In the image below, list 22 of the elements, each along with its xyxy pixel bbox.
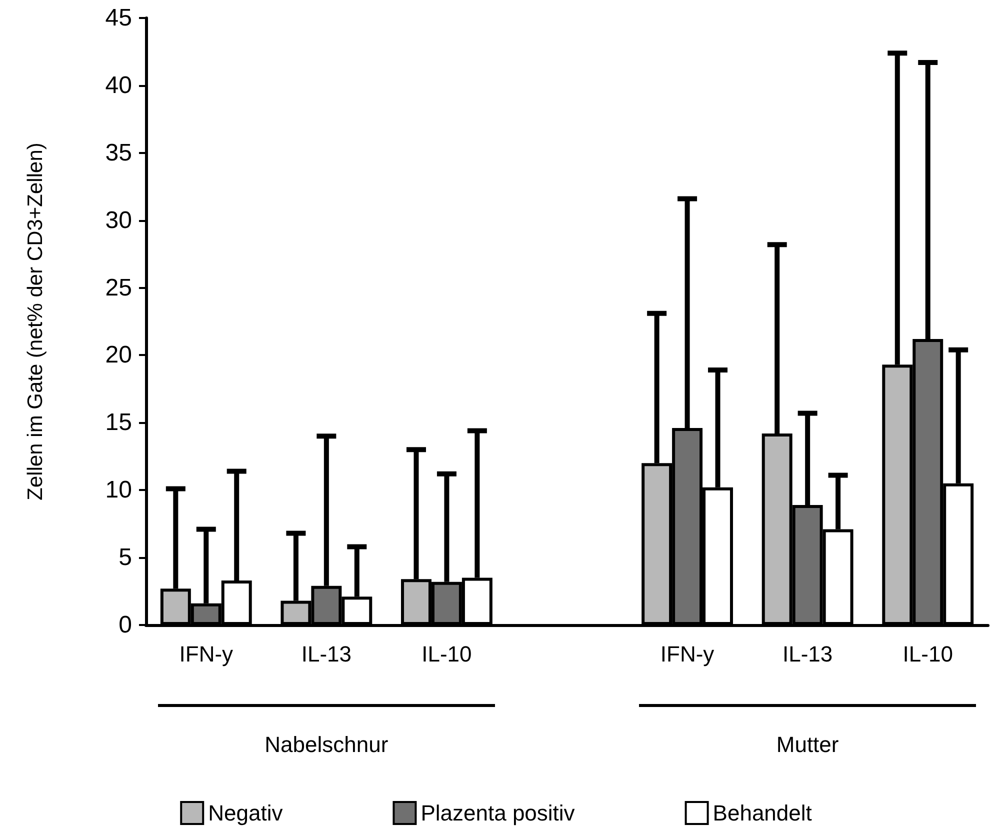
legend-label: Plazenta positiv: [420, 800, 575, 826]
y-tick-label: 20: [105, 342, 132, 369]
x-tick-label: IL-13: [782, 642, 833, 666]
text: Nabelschnur: [264, 732, 388, 758]
y-axis-title: Zellen im Gate (net% der CD3+Zellen): [24, 142, 47, 500]
text: Mutter: [776, 732, 839, 758]
legend-label: Negativ: [208, 800, 283, 826]
y-tick-label: 25: [105, 274, 132, 302]
y-tick-label: 30: [105, 206, 132, 234]
y-tick-label: 35: [105, 139, 132, 166]
x-tick-label: IL-13: [301, 642, 352, 666]
y-tick-label: 15: [105, 409, 132, 436]
legend-label: Behandelt: [712, 800, 812, 826]
y-tick-label: 40: [105, 72, 132, 99]
y-tick-label: 45: [105, 4, 132, 32]
x-tick-label: IL-10: [422, 642, 472, 666]
x-tick-label: IFN-y: [660, 642, 714, 666]
y-tick-label: 10: [105, 476, 132, 504]
y-tick-label: 0: [118, 612, 132, 638]
x-tick-label: IL-10: [902, 642, 953, 666]
x-tick-label: IFN-y: [179, 642, 234, 666]
y-tick-label: 5: [118, 544, 132, 572]
